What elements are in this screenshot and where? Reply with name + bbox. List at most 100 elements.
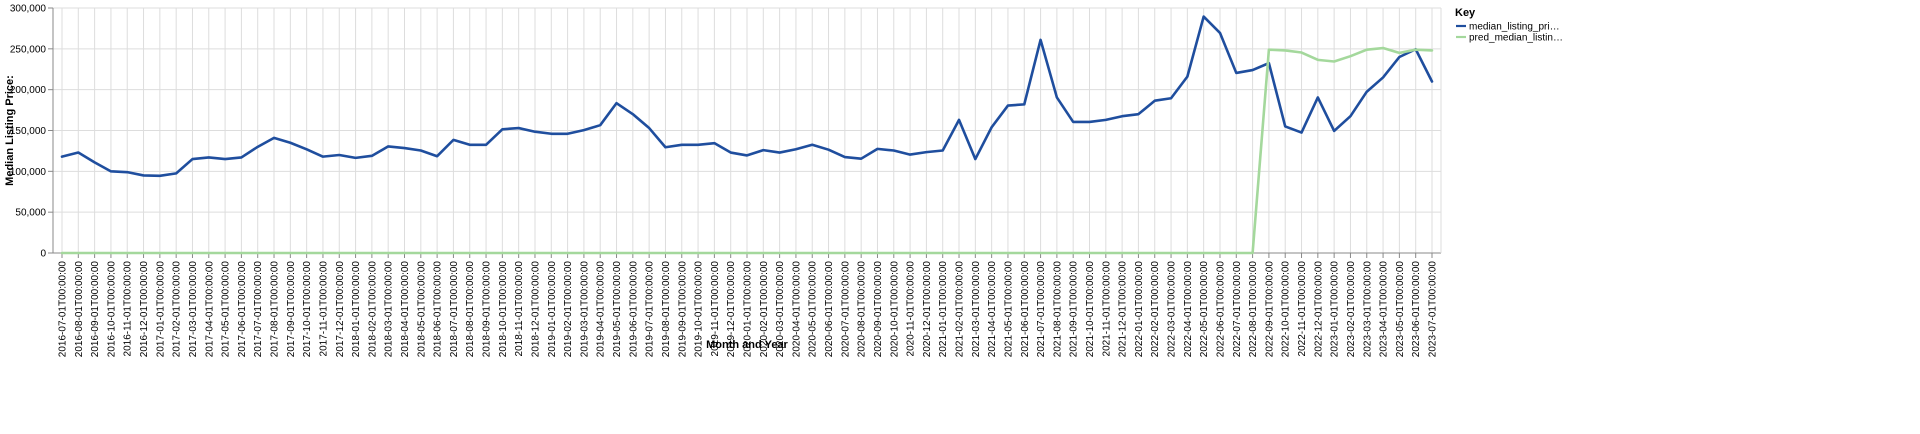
x-tick-label: 2018-01-01T00:00:00: [351, 261, 362, 358]
x-tick-label: 2022-10-01T00:00:00: [1281, 261, 1292, 358]
x-tick-label: 2020-02-01T00:00:00: [759, 261, 770, 358]
x-tick-label: 2017-06-01T00:00:00: [237, 261, 248, 358]
x-tick-label: 2020-04-01T00:00:00: [791, 261, 802, 358]
x-tick-label: 2016-08-01T00:00:00: [74, 261, 85, 358]
x-tick-label: 2018-06-01T00:00:00: [433, 261, 444, 358]
legend-title: Key: [1455, 7, 1476, 19]
x-tick-label: 2019-06-01T00:00:00: [628, 261, 639, 358]
y-axis-title: Median Listing Price:: [4, 75, 16, 186]
series-line-2: [60, 46, 1434, 255]
x-tick-label: 2017-02-01T00:00:00: [172, 261, 183, 358]
x-tick-label: 2018-10-01T00:00:00: [498, 261, 509, 358]
x-tick-label: 2020-06-01T00:00:00: [824, 261, 835, 358]
x-tick-label: 2021-11-01T00:00:00: [1101, 261, 1112, 357]
x-tick-label: 2021-02-01T00:00:00: [955, 261, 966, 358]
legend-label: median_listing_pri…: [1469, 22, 1560, 33]
y-tick-label: 200,000: [10, 85, 47, 96]
x-tick-label: 2020-07-01T00:00:00: [840, 261, 851, 358]
x-tick-label: 2021-09-01T00:00:00: [1069, 261, 1080, 358]
x-tick-label: 2019-03-01T00:00:00: [579, 261, 590, 358]
x-tick-label: 2022-04-01T00:00:00: [1183, 261, 1194, 358]
x-tick-label: 2017-10-01T00:00:00: [302, 261, 313, 358]
x-tick-label: 2023-01-01T00:00:00: [1330, 261, 1341, 358]
x-tick-label: 2016-11-01T00:00:00: [123, 261, 134, 357]
x-tick-label: 2019-09-01T00:00:00: [677, 261, 688, 358]
y-tick-label: 300,000: [10, 4, 47, 15]
x-tick-label: 2021-05-01T00:00:00: [1003, 261, 1014, 358]
x-tick-label: 2022-03-01T00:00:00: [1167, 261, 1178, 358]
x-tick-label: 2022-07-01T00:00:00: [1232, 261, 1243, 358]
x-tick-label: 2017-01-01T00:00:00: [155, 261, 166, 358]
x-tick-label: 2018-05-01T00:00:00: [416, 261, 427, 358]
x-tick-label: 2020-03-01T00:00:00: [775, 261, 786, 358]
x-tick-label: 2022-12-01T00:00:00: [1313, 261, 1324, 358]
y-tick-label: 250,000: [10, 44, 47, 55]
x-tick-label: 2020-10-01T00:00:00: [889, 261, 900, 358]
x-tick-label: 2020-09-01T00:00:00: [873, 261, 884, 358]
x-tick-label: 2016-10-01T00:00:00: [106, 261, 117, 358]
x-tick-label: 2021-01-01T00:00:00: [938, 261, 949, 358]
x-tick-label: 2017-12-01T00:00:00: [335, 261, 346, 358]
legend-label: pred_median_listin…: [1469, 33, 1563, 44]
x-tick-label: 2023-04-01T00:00:00: [1379, 261, 1390, 358]
x-tick-label: 2021-03-01T00:00:00: [971, 261, 982, 358]
x-axis-title: Month and Year: [706, 339, 788, 351]
x-tick-label: 2020-01-01T00:00:00: [743, 261, 754, 358]
x-tick-label: 2018-04-01T00:00:00: [400, 261, 411, 358]
grid-lines: [53, 7, 1441, 254]
x-tick-label: 2017-11-01T00:00:00: [318, 261, 329, 357]
x-tick-label: 2020-08-01T00:00:00: [857, 261, 868, 358]
x-tick-label: 2020-05-01T00:00:00: [808, 261, 819, 358]
x-tick-label: 2020-12-01T00:00:00: [922, 261, 933, 358]
x-tick-label: 2018-12-01T00:00:00: [530, 261, 541, 358]
y-tick-label: 150,000: [10, 126, 47, 137]
x-tick-label: 2018-11-01T00:00:00: [514, 261, 525, 357]
y-tick-label: 100,000: [10, 167, 47, 178]
x-tick-label: 2022-01-01T00:00:00: [1134, 261, 1145, 358]
x-tick-label: 2020-11-01T00:00:00: [906, 261, 917, 357]
x-tick-label: 2018-09-01T00:00:00: [482, 261, 493, 358]
x-tick-label: 2021-06-01T00:00:00: [1020, 261, 1031, 358]
x-tick-label: 2021-10-01T00:00:00: [1085, 261, 1096, 358]
x-tick-label: 2023-06-01T00:00:00: [1411, 261, 1422, 358]
x-tick-label: 2021-04-01T00:00:00: [987, 261, 998, 358]
x-tick-label: 2022-08-01T00:00:00: [1248, 261, 1259, 358]
series-lines: [60, 15, 1434, 255]
x-tick-label: 2018-07-01T00:00:00: [449, 261, 460, 358]
x-tick-label: 2019-01-01T00:00:00: [547, 261, 558, 358]
x-tick-label: 2022-05-01T00:00:00: [1199, 261, 1210, 358]
x-axis: 2016-07-01T00:00:00 2016-08-01T00:00:00 20…: [58, 253, 1439, 357]
x-tick-label: 2019-07-01T00:00:00: [645, 261, 656, 358]
x-tick-label: 2017-08-01T00:00:00: [270, 261, 281, 358]
x-tick-label: 2019-05-01T00:00:00: [612, 261, 623, 358]
x-tick-label: 2016-12-01T00:00:00: [139, 261, 150, 358]
x-tick-label: 2023-02-01T00:00:00: [1346, 261, 1357, 358]
x-tick-label: 2017-09-01T00:00:00: [286, 261, 297, 358]
x-tick-label: 2016-07-01T00:00:00: [58, 261, 69, 358]
x-tick-label: 2019-04-01T00:00:00: [596, 261, 607, 358]
x-tick-label: 2018-03-01T00:00:00: [384, 261, 395, 358]
x-tick-label: 2019-10-01T00:00:00: [694, 261, 705, 358]
x-tick-label: 2021-08-01T00:00:00: [1052, 261, 1063, 358]
x-tick-label: 2017-04-01T00:00:00: [204, 261, 215, 358]
legend: Key median_listing_pri…pred_median_listi…: [1455, 7, 1563, 44]
x-tick-label: 2018-08-01T00:00:00: [465, 261, 476, 358]
y-tick-label: 0: [40, 249, 46, 260]
x-tick-label: 2017-05-01T00:00:00: [221, 261, 232, 358]
x-tick-label: 2019-02-01T00:00:00: [563, 261, 574, 358]
x-tick-label: 2023-07-01T00:00:00: [1428, 261, 1439, 358]
y-tick-label: 50,000: [15, 208, 46, 219]
x-tick-label: 2017-03-01T00:00:00: [188, 261, 199, 358]
x-tick-label: 2017-07-01T00:00:00: [253, 261, 264, 358]
x-tick-label: 2022-02-01T00:00:00: [1150, 261, 1161, 358]
x-tick-label: 2022-06-01T00:00:00: [1215, 261, 1226, 358]
x-tick-label: 2019-12-01T00:00:00: [726, 261, 737, 358]
x-tick-label: 2021-07-01T00:00:00: [1036, 261, 1047, 358]
x-tick-label: 2019-11-01T00:00:00: [710, 261, 721, 357]
y-axis: 0 50,000 100,000 150,000 200,000 250,000 300,0…: [10, 4, 53, 260]
x-tick-label: 2016-09-01T00:00:00: [90, 261, 101, 358]
x-tick-label: 2022-09-01T00:00:00: [1264, 261, 1275, 358]
x-tick-label: 2021-12-01T00:00:00: [1118, 261, 1129, 358]
x-tick-label: 2022-11-01T00:00:00: [1297, 261, 1308, 357]
